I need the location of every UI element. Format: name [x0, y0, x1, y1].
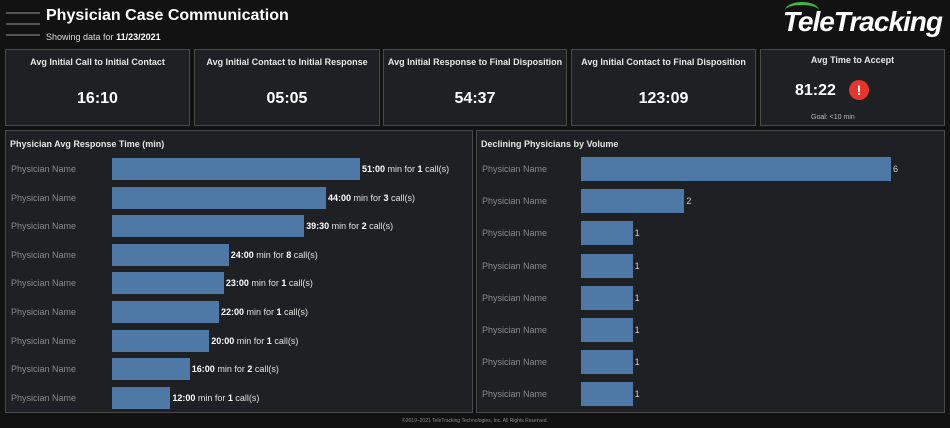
page-title: Physician Case Communication — [46, 7, 289, 24]
physician-name-label: Physician Name — [482, 228, 548, 239]
physician-name-label: Physician Name — [11, 392, 77, 403]
kpi-card-contact-to-response: Avg Initial Contact to Initial Response … — [194, 49, 380, 126]
physician-name-label: Physician Name — [482, 196, 548, 207]
physician-name-label: Physician Name — [482, 389, 548, 400]
physician-name-label: Physician Name — [482, 292, 548, 303]
bar-data-label: 1 — [634, 357, 640, 368]
kpi-value: 81:22 — [795, 82, 836, 99]
decline-count-bar — [581, 318, 633, 342]
physician-name-label: Physician Name — [11, 221, 77, 232]
response-time-bar — [112, 186, 326, 209]
bar-data-label: 6 — [893, 164, 899, 174]
kpi-card-call-to-contact: Avg Initial Call to Initial Contact 16:1… — [5, 49, 190, 126]
teletracking-logo: TeleTracking — [783, 2, 943, 38]
hamburger-menu-icon[interactable] — [6, 10, 40, 38]
copyright-footer: ©2019–2021 TeleTracking Technologies, In… — [402, 418, 548, 424]
physician-name-label: Physician Name — [11, 164, 77, 174]
response-time-bar — [112, 329, 210, 352]
response-time-bar — [112, 301, 219, 323]
bar-data-label: 1 — [634, 389, 640, 400]
bar-data-label: 16:00 min for 2 call(s) — [191, 364, 279, 375]
response-time-bar — [112, 358, 190, 381]
physician-name-label: Physician Name — [482, 164, 548, 174]
bar-data-label: 1 — [634, 228, 640, 239]
kpi-card-response-to-disposition: Avg Initial Response to Final Dispositio… — [383, 49, 567, 126]
bar-data-label: 20:00 min for 1 call(s) — [211, 335, 299, 346]
decline-count-bar — [581, 221, 633, 246]
physician-name-label: Physician Name — [11, 307, 77, 317]
decline-count-bar — [581, 253, 633, 278]
kpi-value: 16:10 — [77, 90, 118, 107]
bar-data-label: 22:00 min for 1 call(s) — [220, 307, 309, 317]
decline-count-bar — [581, 189, 685, 214]
physician-name-label: Physician Name — [482, 260, 548, 271]
decline-count-bar — [581, 350, 633, 375]
response-time-bar — [112, 386, 171, 409]
date-subtitle: Showing data for 11/23/2021 — [46, 32, 161, 42]
kpi-card-contact-to-disposition: Avg Initial Contact to Final Disposition… — [571, 49, 756, 126]
bar-data-label: 1 — [634, 325, 640, 335]
physician-name-label: Physician Name — [11, 192, 77, 203]
physician-name-label: Physician Name — [11, 278, 77, 289]
kpi-value: 54:37 — [454, 90, 496, 107]
physician-name-label: Physician Name — [482, 357, 548, 368]
logo-arc-icon — [784, 2, 819, 19]
bar-data-label: 1 — [634, 260, 640, 271]
bar-data-label: 1 — [634, 292, 640, 303]
response-time-panel: Physician Avg Response Time (min) Physic… — [5, 130, 473, 413]
decline-count-bar — [581, 157, 891, 181]
kpi-title: Avg Initial Call to Initial Contact — [30, 57, 165, 67]
physician-name-label: Physician Name — [11, 249, 77, 260]
bar-data-label: 2 — [686, 196, 692, 207]
physician-name-label: Physician Name — [11, 335, 77, 346]
bar-data-label: 51:00 min for 1 call(s) — [362, 164, 450, 174]
kpi-title: Avg Time to Accept — [810, 55, 895, 65]
bar-data-label: 23:00 min for 1 call(s) — [225, 278, 313, 289]
panel-title: Declining Physicians by Volume — [481, 139, 619, 149]
physician-name-label: Physician Name — [11, 364, 77, 375]
kpi-title: Avg Initial Contact to Initial Response — [206, 57, 368, 67]
subtitle-date: 11/23/2021 — [116, 32, 161, 42]
response-time-bar — [112, 215, 305, 238]
goal-text: Goal: <10 min — [811, 114, 855, 121]
bar-data-label: 12:00 min for 1 call(s) — [172, 392, 260, 403]
subtitle-prefix: Showing data for — [46, 32, 114, 42]
kpi-card-time-to-accept: Avg Time to Accept 81:22 ! Goal: <10 min — [760, 49, 945, 126]
kpi-value: 123:09 — [638, 90, 689, 107]
declining-physicians-panel: Declining Physicians by Volume Physician… — [476, 130, 945, 413]
kpi-title: Avg Initial Contact to Final Disposition — [581, 57, 746, 67]
alert-icon: ! — [849, 80, 869, 100]
response-time-bar — [112, 243, 229, 266]
bar-data-label: 39:30 min for 2 call(s) — [306, 221, 394, 232]
bar-data-label: 44:00 min for 3 call(s) — [327, 192, 416, 203]
kpi-title: Avg Initial Response to Final Dispositio… — [387, 57, 563, 67]
decline-count-bar — [581, 382, 633, 407]
response-time-bar — [112, 272, 224, 295]
kpi-value: 05:05 — [266, 90, 308, 107]
bar-data-label: 24:00 min for 8 call(s) — [230, 249, 318, 260]
response-time-bar — [112, 158, 360, 180]
header: Physician Case Communication Showing dat… — [0, 0, 950, 46]
physician-name-label: Physician Name — [482, 325, 548, 335]
decline-count-bar — [581, 285, 633, 310]
panel-title: Physician Avg Response Time (min) — [10, 139, 165, 149]
